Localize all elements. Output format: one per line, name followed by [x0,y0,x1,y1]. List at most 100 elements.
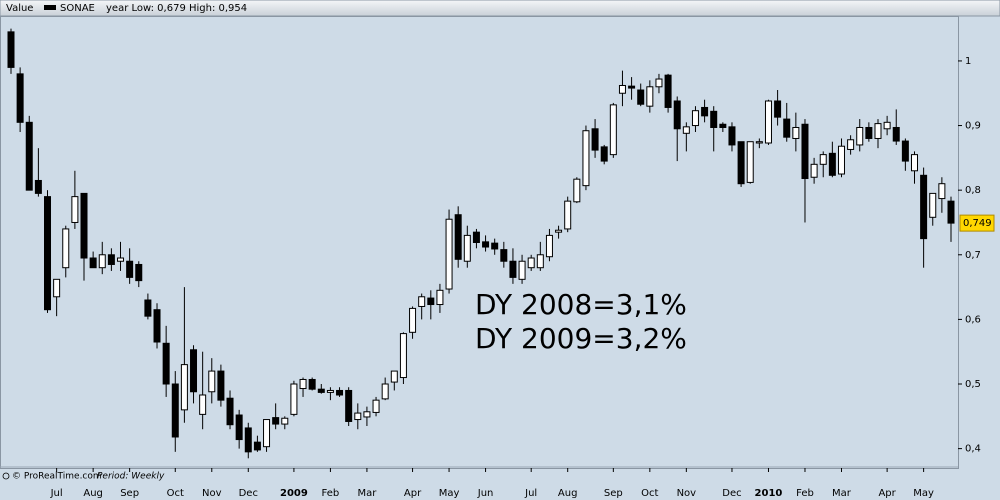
candle-body [801,123,809,180]
candle-body [491,242,499,250]
candle-body [290,383,298,415]
y-tick-label: 1 [965,56,971,67]
x-tick-label: 2009 [280,488,308,499]
x-tick-label: Mar [357,488,377,499]
candle-body [418,296,426,307]
candle-body [34,179,42,194]
candle-body [463,234,471,262]
candle-body [7,31,15,68]
candle-body [746,141,754,183]
candle-body [856,126,864,146]
candle-body [217,370,225,401]
x-tick-label: Jul [50,488,63,499]
candle-body [774,100,782,118]
year-range: year Low: 0,679 High: 0,954 [106,3,247,14]
candle-body [107,254,115,265]
candle-body [655,78,663,88]
candle-body [381,383,389,400]
candle-body [44,196,52,311]
y-tick-label: 0,6 [965,314,981,325]
x-tick-label: Aug [558,488,578,499]
candle-body [582,130,590,187]
y-tick-label: 0,9 [965,121,981,132]
candle-body [317,388,325,393]
candle-body [673,100,681,130]
candle-body [920,174,928,240]
candle-body [390,370,398,383]
candle-body [527,257,535,269]
x-tick-label: May [913,488,934,499]
candle-body [135,263,143,282]
candle-body [536,254,544,269]
candle-body [190,349,198,393]
x-tick-label: Sep [120,488,139,499]
x-tick-label: Oct [641,488,658,499]
candle-body [482,241,490,248]
x-tick-label: Feb [796,488,814,499]
candle-body [682,126,690,134]
candle-body [326,389,334,393]
x-tick-label: Dec [239,488,258,499]
x-tick-label: Aug [83,488,103,499]
candle-body [600,146,608,162]
candle-body [253,441,261,451]
candle-body [719,123,727,128]
candle-body [555,229,563,233]
candle-body [454,214,462,260]
candle-body [409,307,417,333]
period: Period: Weekly [97,472,165,482]
candle-body [509,260,517,278]
x-tick-label: Feb [322,488,340,499]
candle-body [628,85,636,89]
candle-body [764,100,772,144]
candle-body [701,106,709,117]
candle-body [564,200,572,230]
candle-body [263,419,271,448]
candle-body [947,200,955,224]
candle-body [363,411,371,418]
candle-body [399,333,407,379]
candle-body [436,289,444,306]
x-tick-label: Dec [722,488,741,499]
candle-body [162,342,170,385]
candle-body [89,257,97,269]
candle-body [819,154,827,165]
x-tick-label: Apr [404,488,422,499]
candle-body [737,141,745,185]
candle-body [618,84,626,94]
last-value-box [959,214,995,232]
x-tick-label: Oct [167,488,184,499]
x-tick-label: May [439,488,460,499]
candle-body [865,126,873,139]
source-icon [2,472,10,480]
candle-body [664,74,672,108]
candle-body [792,126,800,139]
y-tick-label: 0,4 [965,444,981,455]
candle-body [281,417,289,425]
candle-body [199,394,207,415]
annotation: DY 2008=3,1% [475,288,687,321]
candle-body [445,218,453,290]
candle-body [345,389,353,422]
candle-body [710,110,718,128]
candle-body [308,378,316,390]
source: © ProRealTime.com [12,472,102,482]
candle-body [518,260,526,280]
candle-body [336,389,344,396]
x-tick-label: Nov [202,488,222,499]
candle-body [573,178,581,203]
candle-body [892,126,900,142]
candle-body [144,299,152,317]
y-tick-label: 0,8 [965,185,981,196]
header-label: Value [6,3,33,14]
x-tick-label: Mar [832,488,852,499]
legend-swatch [44,5,56,10]
candle-body [25,121,33,191]
last-value-label: 0,749 [963,218,992,229]
candle-body [53,278,61,298]
candle-body [929,192,937,218]
candle-body [783,118,791,138]
candle-body [545,234,553,258]
